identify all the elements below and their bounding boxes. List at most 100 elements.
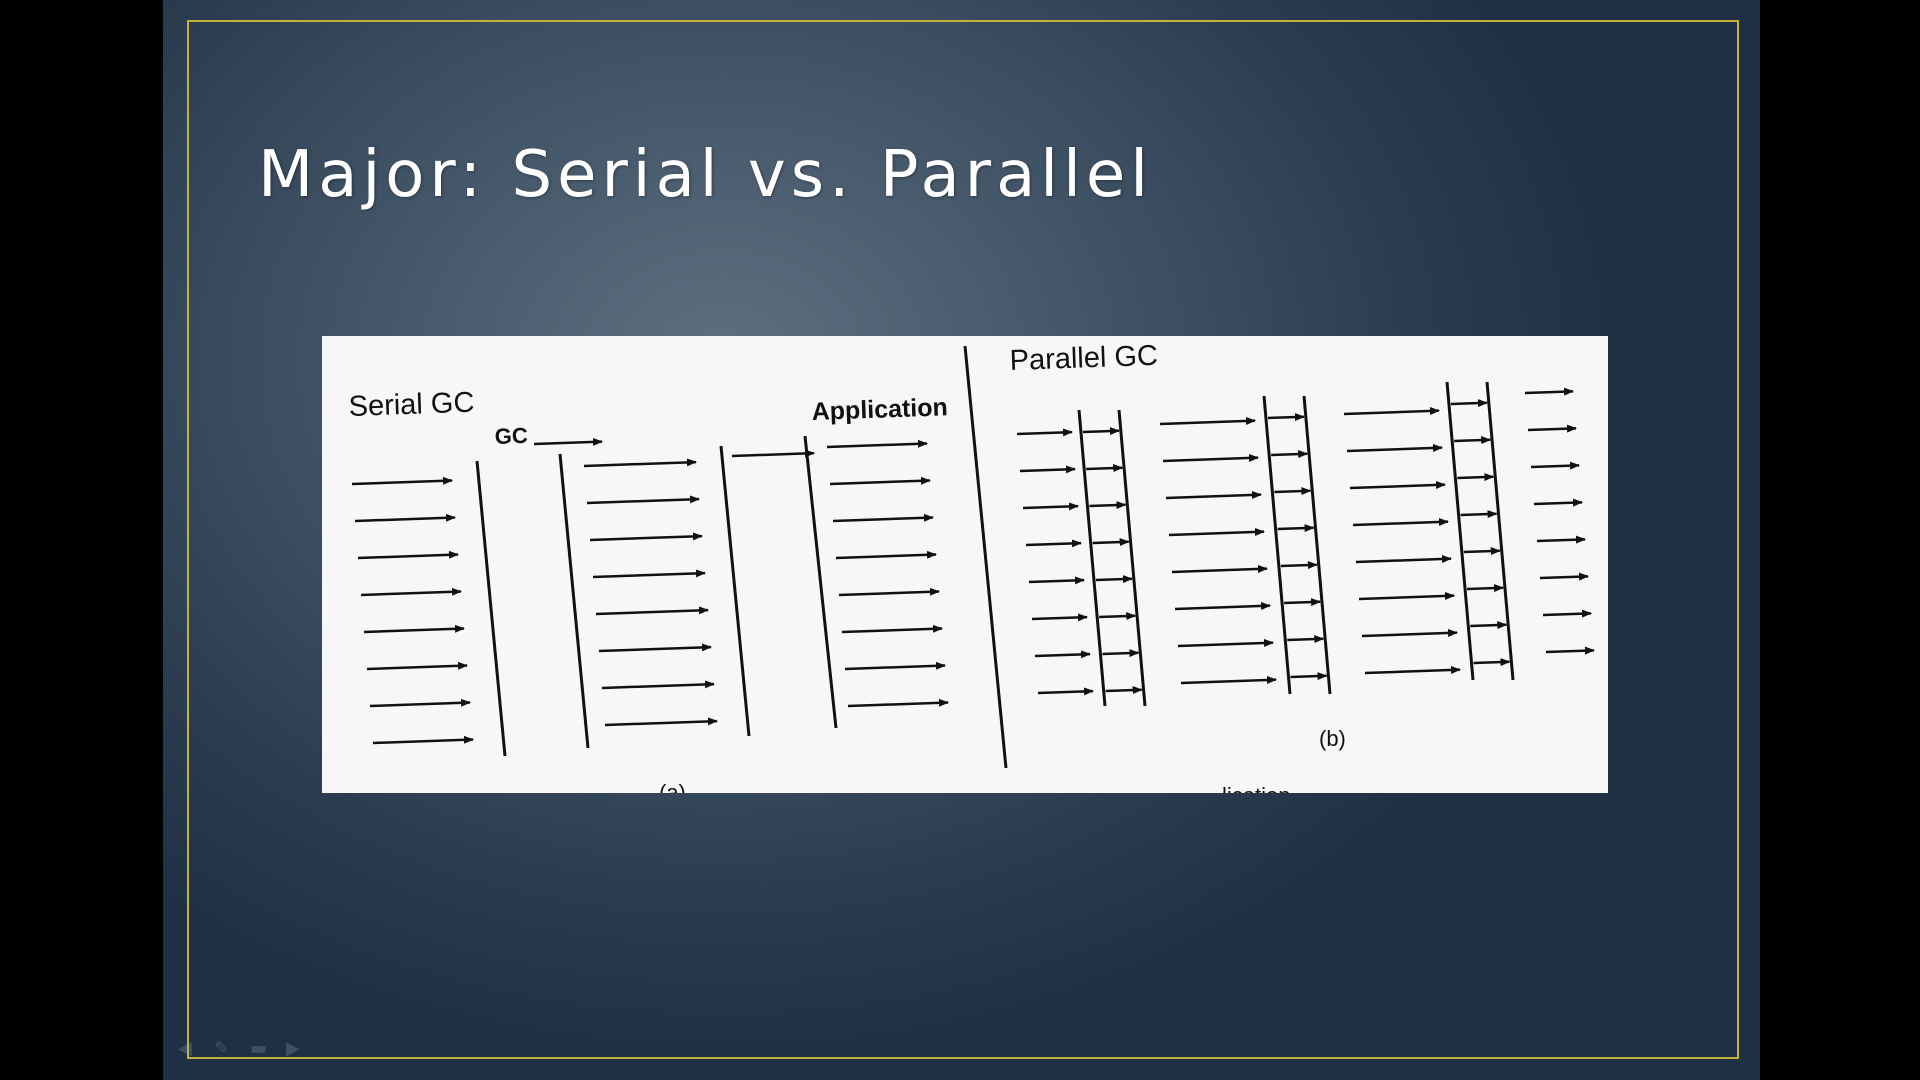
arrow <box>1177 638 1274 648</box>
arrow <box>1105 686 1143 695</box>
arrow <box>1022 502 1079 511</box>
arrow <box>1284 598 1322 607</box>
arrow <box>1290 672 1328 681</box>
pen-icon[interactable]: ✎ <box>214 1038 230 1059</box>
arrow <box>1277 524 1315 533</box>
arrow <box>1460 510 1498 519</box>
timeline-bar <box>1262 395 1292 695</box>
arrow <box>826 439 928 449</box>
slide-frame <box>187 20 1739 1059</box>
arrow <box>1102 649 1140 658</box>
arrow <box>372 735 474 745</box>
arrow <box>835 550 937 560</box>
arrow <box>1527 424 1577 433</box>
timeline-bar <box>1077 409 1107 707</box>
back-arrow-icon[interactable]: ◀ <box>178 1038 192 1059</box>
arrow <box>601 680 715 690</box>
arrow <box>1533 498 1583 507</box>
arrow <box>1361 628 1458 638</box>
gc-diagram-svg: Serial GC GC Application Parallel GC (b)… <box>348 340 1595 793</box>
arrow <box>1092 538 1130 547</box>
serial-gc-label: Serial GC <box>348 387 475 423</box>
arrow <box>1171 564 1268 574</box>
timeline-bar <box>803 435 838 729</box>
arrow <box>533 437 603 446</box>
arrow <box>1168 527 1265 537</box>
arrow <box>1016 428 1073 437</box>
arrow <box>583 458 697 468</box>
arrow <box>357 550 459 560</box>
arrow <box>1082 427 1120 436</box>
arrow <box>369 698 471 708</box>
arrow <box>1267 413 1305 422</box>
panel-divider <box>963 345 1008 769</box>
arrow <box>604 717 718 727</box>
arrow <box>595 606 709 616</box>
arrow <box>1280 561 1318 570</box>
timeline-bar <box>558 453 590 749</box>
arrow <box>1019 465 1076 474</box>
timeline-bar <box>1485 381 1515 681</box>
arrow <box>1470 621 1508 630</box>
arrow <box>1349 480 1446 490</box>
arrow <box>1346 443 1443 453</box>
arrow <box>832 513 934 523</box>
arrow <box>360 587 462 597</box>
arrow <box>1034 650 1091 659</box>
arrow <box>592 569 706 579</box>
timeline-bar <box>1117 409 1147 707</box>
arrow <box>1271 450 1309 459</box>
arrow <box>351 476 453 486</box>
timeline-bar <box>1445 381 1475 681</box>
slide-nav-controls[interactable]: ◀ ✎ ▬ ▶ <box>178 1040 308 1064</box>
menu-icon[interactable]: ▬ <box>250 1038 268 1059</box>
arrow <box>1095 575 1133 584</box>
arrow <box>1089 501 1127 510</box>
arrow <box>1086 464 1124 473</box>
timeline-bar <box>719 445 751 737</box>
arrow <box>1274 487 1312 496</box>
arrow <box>354 513 456 523</box>
timeline-bar <box>475 460 507 757</box>
arrow <box>847 698 949 708</box>
arrow <box>1025 539 1082 548</box>
arrow <box>586 495 700 505</box>
slide-title: Major: Serial vs. Parallel <box>258 138 1153 212</box>
arrow <box>844 661 946 671</box>
arrow <box>1542 609 1592 618</box>
timeline-bar <box>1302 395 1332 695</box>
arrow <box>1454 436 1492 445</box>
arrow <box>1174 601 1271 611</box>
arrow <box>363 624 465 634</box>
gc-diagram: Serial GC GC Application Parallel GC (b)… <box>322 336 1608 793</box>
arrow <box>1524 387 1574 396</box>
arrow <box>1539 572 1589 581</box>
application-label: Application <box>811 393 948 426</box>
arrow <box>1162 453 1259 463</box>
arrow <box>1545 646 1595 655</box>
parallel-gc-label: Parallel GC <box>1009 340 1158 377</box>
arrow <box>598 643 712 653</box>
arrow <box>1355 554 1452 564</box>
arrow <box>1352 517 1449 527</box>
arrow <box>829 476 931 486</box>
arrow <box>1530 461 1580 470</box>
arrow <box>1287 635 1325 644</box>
arrow <box>1364 665 1461 675</box>
arrow <box>841 624 943 634</box>
arrow <box>1467 584 1505 593</box>
caption-a: (a) <box>659 780 686 793</box>
arrow <box>1037 687 1094 696</box>
arrow <box>366 661 468 671</box>
arrow <box>1180 675 1277 685</box>
arrow <box>1028 576 1085 585</box>
arrow <box>589 532 703 542</box>
arrow <box>1463 547 1501 556</box>
arrow <box>1159 416 1256 426</box>
arrow <box>1536 535 1586 544</box>
caption-b: (b) <box>1319 726 1346 751</box>
forward-arrow-icon[interactable]: ▶ <box>286 1038 300 1059</box>
arrow <box>1343 406 1440 416</box>
arrow <box>1450 399 1488 408</box>
arrow <box>1358 591 1455 601</box>
